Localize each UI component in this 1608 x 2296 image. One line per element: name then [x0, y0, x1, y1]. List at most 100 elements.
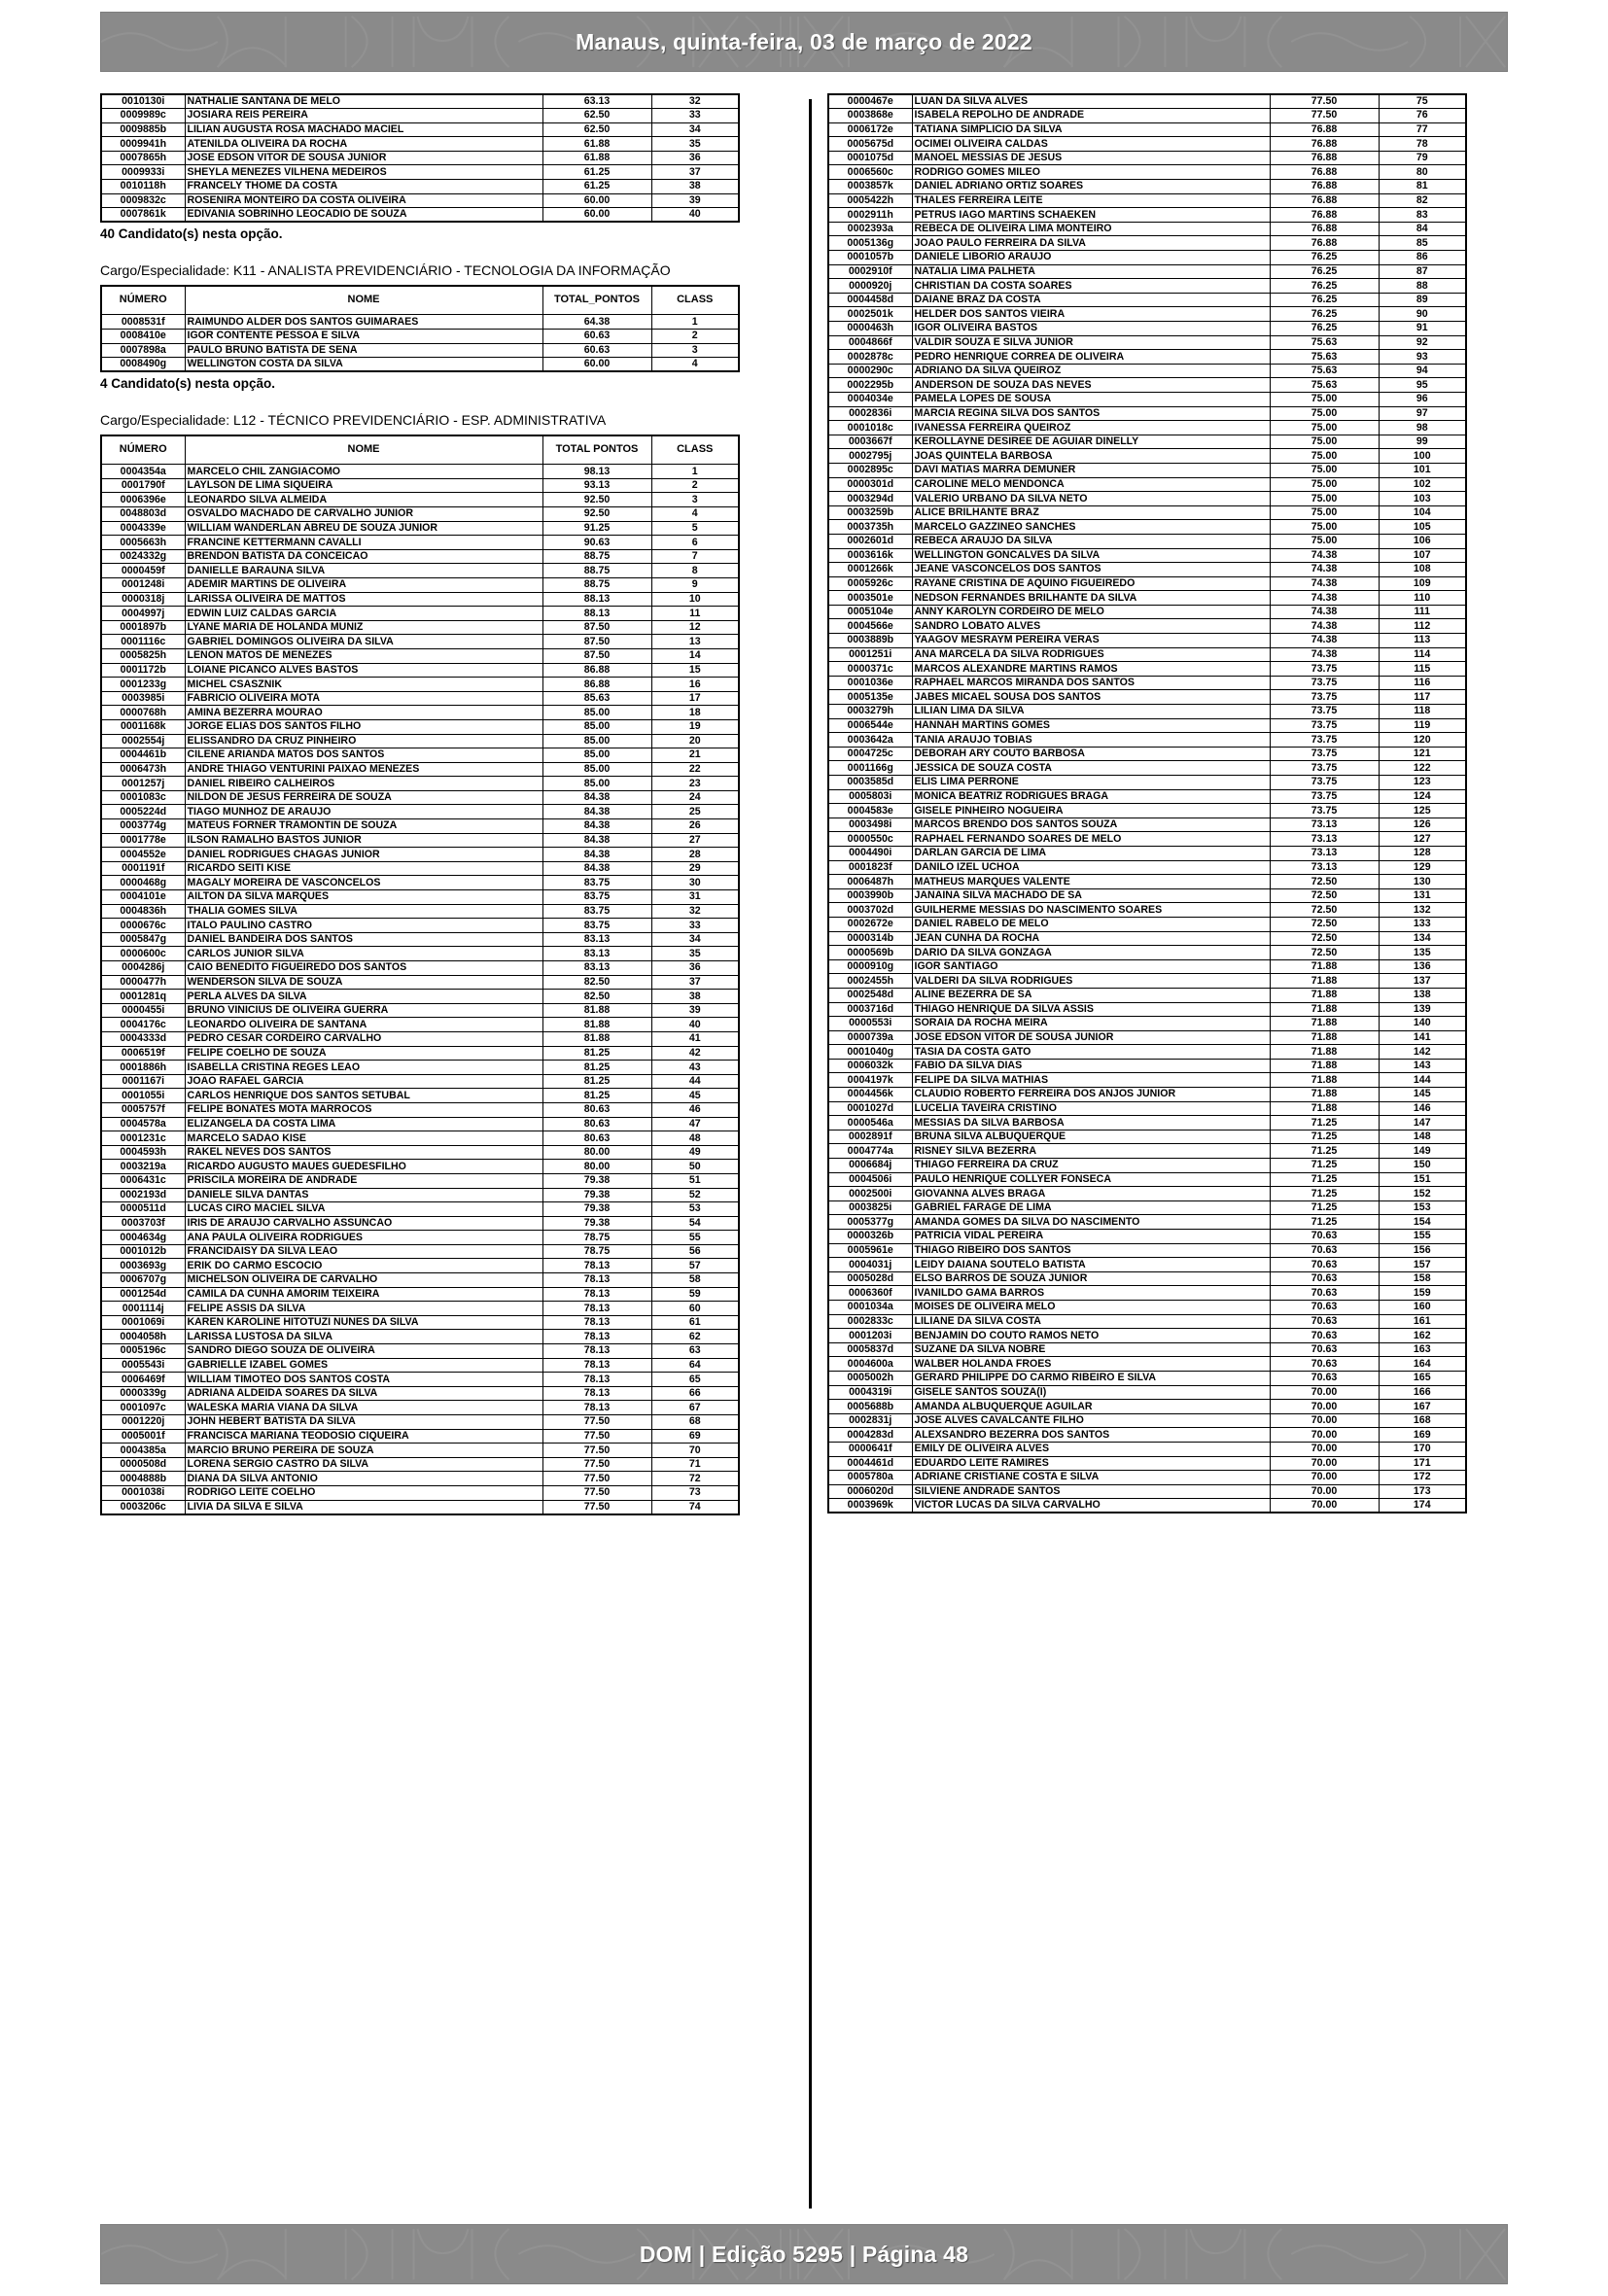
cell-class: 38 — [650, 179, 740, 194]
table-row: 0000467e LUAN DA SILVA ALVES 77.50 75 — [827, 93, 1467, 110]
cell-class: 73 — [650, 1484, 740, 1501]
cell-numero: 0004578a — [100, 1116, 186, 1132]
cell-numero: 0009832c — [100, 192, 186, 209]
table-row: 0004461d EDUARDO LEITE RAMIRES 70.00 171 — [827, 1455, 1467, 1472]
cell-numero: 0005825h — [100, 647, 186, 664]
table-row: 0003825i GABRIEL FARAGE DE LIMA 71.25 153 — [827, 1200, 1467, 1216]
cell-nome: KEROLLAYNE DESIREE DE AGUIAR DINELLY — [911, 434, 1271, 450]
cell-total-pontos: 83.75 — [542, 875, 652, 891]
cell-class: 18 — [650, 705, 740, 720]
table-row: 0001191f RICARDO SEITI KISE 84.38 29 — [100, 860, 740, 877]
table-row: 0001823f DANILO IZEL UCHOA 73.13 129 — [827, 859, 1467, 876]
table-row: 0003703f IRIS DE ARAUJO CARVALHO ASSUNCAO… — [100, 1215, 740, 1232]
cell-nome: ERIK DO CARMO ESCOCIO — [184, 1258, 543, 1274]
table-row: 0003969k VICTOR LUCAS DA SILVA CARVALHO 70… — [827, 1498, 1467, 1513]
table-row: 0002501k HELDER DOS SANTOS VIEIRA 76.25 90 — [827, 306, 1467, 322]
cell-nome: CILENE ARIANDA MATOS DOS SANTOS — [184, 748, 543, 763]
cell-nome: SORAIA DA ROCHA MEIRA — [911, 1016, 1271, 1031]
cell-total-pontos: 71.25 — [1269, 1186, 1380, 1201]
cell-total-pontos: 75.00 — [1269, 519, 1380, 535]
cell-nome: EDUARDO LEITE RAMIRES — [911, 1455, 1271, 1472]
cell-numero: 0002455h — [827, 973, 913, 989]
cell-total-pontos: 71.25 — [1269, 1171, 1380, 1188]
table-row: 0004286j CAIO BENEDITO FIGUEIREDO DOS SAN… — [100, 960, 740, 976]
cell-total-pontos: 73.75 — [1269, 746, 1380, 762]
table-row: 0000920j CHRISTIAN DA COSTA SOARES 76.25 88 — [827, 278, 1467, 294]
cell-total-pontos: 88.75 — [542, 563, 652, 578]
table-row: 0004333d PEDRO CESAR CORDEIRO CARVALHO 81.… — [100, 1030, 740, 1047]
cell-numero: 0001778e — [100, 832, 186, 849]
cell-total-pontos: 73.75 — [1269, 775, 1380, 790]
cell-class: 116 — [1378, 675, 1467, 691]
cell-class: 60 — [650, 1301, 740, 1316]
cell-nome: IRIS DE ARAUJO CARVALHO ASSUNCAO — [184, 1215, 543, 1232]
cell-class: 4 — [650, 357, 740, 372]
cell-class: 107 — [1378, 547, 1467, 564]
cell-total-pontos: 75.00 — [1269, 448, 1380, 464]
cell-total-pontos: 74.38 — [1269, 590, 1380, 606]
cell-numero: 0006519f — [100, 1045, 186, 1061]
cell-nome: DANIELLE BARAUNA SILVA — [184, 563, 543, 578]
cell-nome: GERARD PHILIPPE DO CARMO RIBEIRO E SILVA — [911, 1370, 1271, 1386]
cell-total-pontos: 76.88 — [1269, 235, 1380, 252]
cell-class: 13 — [650, 634, 740, 649]
table-row: 0004774a RISNEY SILVA BEZERRA 71.25 149 — [827, 1143, 1467, 1160]
cell-nome: DIANA DA SILVA ANTONIO — [184, 1471, 543, 1486]
cell-numero: 0005757f — [100, 1101, 186, 1118]
cell-numero: 0004286j — [100, 960, 186, 976]
cell-numero: 0004458d — [827, 292, 913, 308]
cell-class: 46 — [650, 1101, 740, 1118]
table-row: 0002295b ANDERSON DE SOUZA DAS NEVES 75.63… — [827, 377, 1467, 393]
cell-numero: 0004888b — [100, 1471, 186, 1486]
cell-nome: DAIANE BRAZ DA COSTA — [911, 292, 1271, 308]
cell-numero: 0005837d — [827, 1341, 913, 1358]
cell-class: 83 — [1378, 207, 1467, 223]
header-date-title: Manaus, quinta-feira, 03 de março de 202… — [576, 28, 1032, 54]
cell-class: 47 — [650, 1116, 740, 1132]
cell-nome: NATALIA LIMA PALHETA — [911, 263, 1271, 280]
cell-total-pontos: 71.88 — [1269, 1072, 1380, 1089]
cell-total-pontos: 84.38 — [542, 818, 652, 834]
cell-total-pontos: 76.25 — [1269, 292, 1380, 308]
cell-class: 153 — [1378, 1200, 1467, 1216]
cell-numero: 0001172b — [100, 662, 186, 678]
cell-numero: 0002548d — [827, 987, 913, 1003]
cell-class: 90 — [1378, 306, 1467, 322]
cell-numero: 0024332g — [100, 548, 186, 565]
cell-total-pontos: 77.50 — [542, 1428, 652, 1444]
cell-numero: 0003868e — [827, 108, 913, 123]
cell-nome: REBECA ARAUJO DA SILVA — [911, 533, 1271, 549]
cell-numero: 0003702d — [827, 902, 913, 918]
cell-total-pontos: 85.00 — [542, 761, 652, 778]
cell-class: 145 — [1378, 1087, 1467, 1102]
table-row: 0009832c ROSENIRA MONTEIRO DA COSTA OLIVE… — [100, 192, 740, 209]
cell-total-pontos: 88.13 — [542, 606, 652, 621]
table-row: 0004101e AILTON DA SILVA MARQUES 83.75 31 — [100, 889, 740, 905]
cell-class: 96 — [1378, 391, 1467, 407]
cell-total-pontos: 75.00 — [1269, 462, 1380, 478]
cell-total-pontos: 64.38 — [542, 314, 652, 330]
cell-numero: 0005688b — [827, 1399, 913, 1414]
cell-nome: PERLA ALVES DA SILVA — [184, 989, 543, 1004]
cell-numero: 0004456k — [827, 1087, 913, 1102]
cell-nome: LORENA SERGIO CASTRO DA SILVA — [184, 1456, 543, 1473]
table-row: 0005688b AMANDA ALBUQUERQUE AGUILAR 70.00 1… — [827, 1399, 1467, 1414]
cell-numero: 0000553i — [827, 1016, 913, 1031]
cell-numero: 0009941h — [100, 136, 186, 152]
table-row: 0000301d CAROLINE MELO MENDONCA 75.00 102 — [827, 476, 1467, 493]
cell-total-pontos: 78.13 — [542, 1343, 652, 1359]
cell-total-pontos: 62.50 — [542, 108, 652, 123]
table-row: 0001114j FELIPE ASSIS DA SILVA 78.13 60 — [100, 1301, 740, 1316]
table-row: 0003716d THIAGO HENRIQUE DA SILVA ASSIS 71… — [827, 1001, 1467, 1018]
cell-nome: THIAGO HENRIQUE DA SILVA ASSIS — [911, 1001, 1271, 1018]
cell-nome: LEIDY DAIANA SOUTELO BATISTA — [911, 1257, 1271, 1272]
cell-numero: 0003585d — [827, 775, 913, 790]
cell-class: 3 — [650, 492, 740, 507]
cell-nome: MATHEUS MARQUES VALENTE — [911, 874, 1271, 889]
cell-numero: 0001281q — [100, 989, 186, 1004]
cell-nome: JOAO RAFAEL GARCIA — [184, 1073, 543, 1090]
cell-nome: NEDSON FERNANDES BRILHANTE DA SILVA — [911, 590, 1271, 606]
table-row: 0001231c MARCELO SADAO KISE 80.63 48 — [100, 1131, 740, 1146]
cell-numero: 0001083c — [100, 789, 186, 806]
cell-numero: 0001038i — [100, 1484, 186, 1501]
